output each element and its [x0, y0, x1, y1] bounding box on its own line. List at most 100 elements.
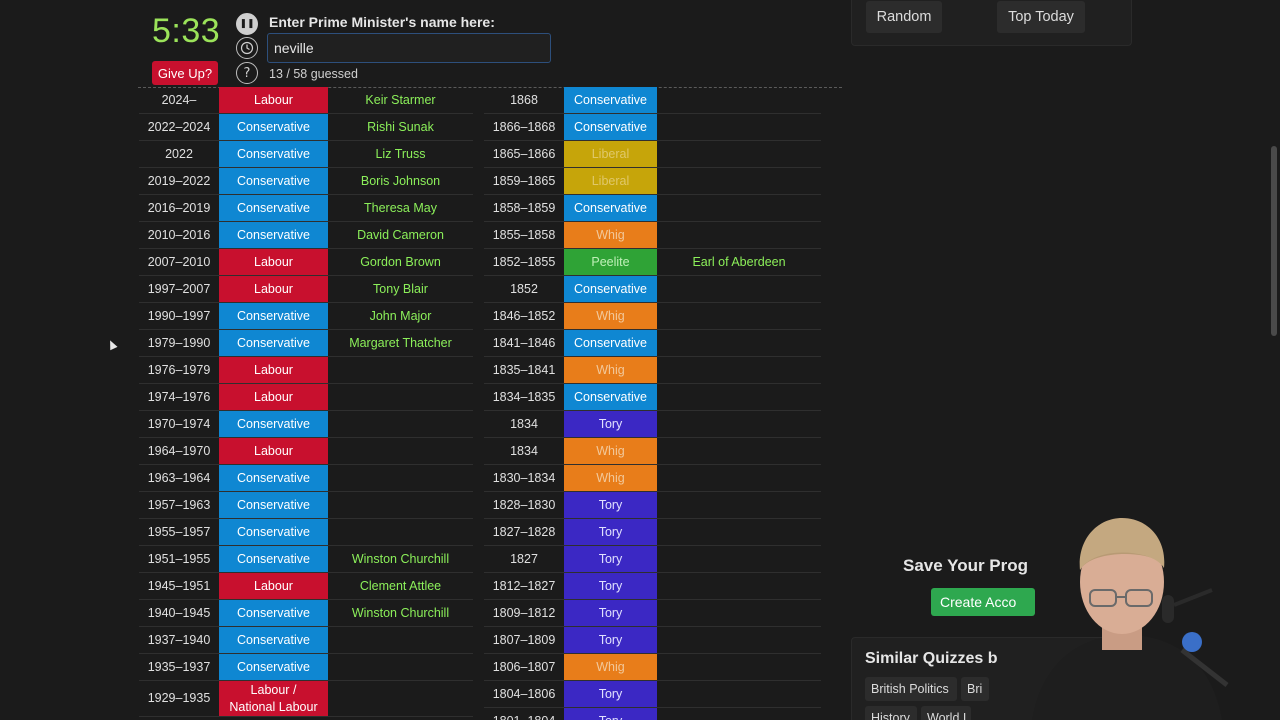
party-cell: Labour: [219, 384, 328, 410]
pm-name-cell: [657, 114, 821, 140]
party-cell: Peelite: [564, 249, 657, 275]
party-cell: Labour: [219, 357, 328, 383]
table-row: 1957–1963 Conservative: [139, 492, 473, 519]
party-cell: Labour: [219, 249, 328, 275]
pm-name-cell: [657, 411, 821, 437]
term-years: 1970–1974: [147, 416, 211, 431]
table-row: 1804–1806 Tory: [484, 681, 821, 708]
pm-table-left: 2024– Labour Keir Starmer 2022–2024 Conserva…: [139, 87, 473, 717]
party-cell: Conservative: [219, 330, 328, 356]
term-years: 2024–: [161, 92, 197, 107]
answer-input[interactable]: [267, 33, 551, 63]
party-cell: Tory: [564, 600, 657, 626]
tag-history[interactable]: History: [865, 706, 917, 720]
term-years: 1846–1852: [492, 308, 556, 323]
table-row: 2022 Conservative Liz Truss: [139, 141, 473, 168]
term-years: 1955–1957: [147, 524, 211, 539]
party-cell: Conservative: [219, 114, 328, 140]
term-years: 1834–1835: [492, 389, 556, 404]
table-row: 1841–1846 Conservative: [484, 330, 821, 357]
table-row: 1852 Conservative: [484, 276, 821, 303]
term-years: 1828–1830: [492, 497, 556, 512]
streamer-figure: [1032, 518, 1229, 720]
pm-name-cell: Earl of Aberdeen: [692, 254, 786, 269]
clock-icon[interactable]: [236, 37, 258, 59]
table-row: 1974–1976 Labour: [139, 384, 473, 411]
answer-prompt: Enter Prime Minister's name here:: [269, 14, 495, 30]
clock-glyph: [240, 41, 254, 55]
random-button[interactable]: Random: [866, 1, 942, 33]
term-years: 1812–1827: [492, 578, 556, 593]
party-cell: Conservative: [219, 141, 328, 167]
tag-world[interactable]: World I: [921, 706, 971, 720]
table-row: 2024– Labour Keir Starmer: [139, 87, 473, 114]
tag-british[interactable]: Bri: [961, 677, 989, 701]
pm-name-cell: Boris Johnson: [360, 173, 441, 188]
term-years: 2010–2016: [147, 227, 211, 242]
term-years: 1801–1804: [484, 708, 564, 720]
pm-name-cell: [328, 384, 473, 410]
table-row: 2022–2024 Conservative Rishi Sunak: [139, 114, 473, 141]
webcam-overlay: [1022, 510, 1232, 720]
header-divider: [138, 87, 842, 88]
table-row: 1963–1964 Conservative: [139, 465, 473, 492]
term-years: 1830–1834: [492, 470, 556, 485]
pm-name-cell: [657, 573, 821, 599]
tag-british-politics[interactable]: British Politics: [865, 677, 957, 701]
pm-name-cell: Liz Truss: [375, 146, 426, 161]
table-row: 2016–2019 Conservative Theresa May: [139, 195, 473, 222]
save-progress-title: Save Your Prog: [903, 556, 1029, 575]
party-cell: Conservative: [219, 492, 328, 518]
pm-name-cell: David Cameron: [357, 227, 444, 242]
pm-name-cell: [657, 492, 821, 518]
term-years: 1865–1866: [492, 146, 556, 161]
party-cell: Conservative: [564, 276, 657, 302]
help-icon[interactable]: ?: [236, 62, 258, 84]
term-years: 1976–1979: [147, 362, 211, 377]
table-row: 1852–1855 Peelite Earl of Aberdeen: [484, 249, 821, 276]
party-cell: Conservative: [219, 546, 328, 572]
party-cell: Liberal: [564, 141, 657, 167]
table-row: 1855–1858 Whig: [484, 222, 821, 249]
table-row: 1827–1828 Tory: [484, 519, 821, 546]
pm-name-cell: [657, 654, 821, 680]
term-years: 1809–1812: [492, 605, 556, 620]
table-row: 2007–2010 Labour Gordon Brown: [139, 249, 473, 276]
pm-name-cell: [328, 438, 473, 464]
pause-icon[interactable]: ❚❚: [236, 13, 258, 35]
table-row: 1976–1979 Labour: [139, 357, 473, 384]
pm-name-cell: [657, 330, 821, 356]
top-today-button[interactable]: Top Today: [997, 1, 1085, 33]
pm-name-cell: [657, 303, 821, 329]
term-years: 1807–1809: [492, 632, 556, 647]
party-cell: Labour: [219, 276, 328, 302]
pm-name-cell: [657, 681, 821, 707]
table-row: 1979–1990 Conservative Margaret Thatcher: [139, 330, 473, 357]
party-cell: Labour: [219, 573, 328, 599]
party-cell: Whig: [564, 438, 657, 464]
pm-name-cell: [328, 654, 473, 680]
pm-name-cell: Winston Churchill: [351, 605, 450, 620]
pm-name-cell: [657, 87, 821, 113]
give-up-button[interactable]: Give Up?: [152, 61, 218, 85]
table-row: 1964–1970 Labour: [139, 438, 473, 465]
term-years: 1855–1858: [492, 227, 556, 242]
table-row: 1937–1940 Conservative: [139, 627, 473, 654]
table-row: 1929–1935 Labour / National Labour: [139, 681, 473, 717]
party-cell: Conservative: [219, 654, 328, 680]
term-years: 1974–1976: [147, 389, 211, 404]
party-cell: Tory: [564, 411, 657, 437]
pm-name-cell: [657, 384, 821, 410]
party-cell: Whig: [564, 465, 657, 491]
pm-name-cell: [328, 465, 473, 491]
create-account-button[interactable]: Create Acco: [931, 588, 1035, 616]
page-scrollbar[interactable]: [1271, 146, 1277, 336]
table-row: 1834 Tory: [484, 411, 821, 438]
nav-box: Random Top Today: [851, 0, 1132, 46]
pm-name-cell: Rishi Sunak: [367, 119, 434, 134]
party-cell: Labour: [219, 438, 328, 464]
term-years: 1937–1940: [147, 632, 211, 647]
pm-name-cell: [328, 681, 473, 716]
term-years: 1868: [510, 92, 538, 107]
pm-name-cell: [657, 519, 821, 545]
